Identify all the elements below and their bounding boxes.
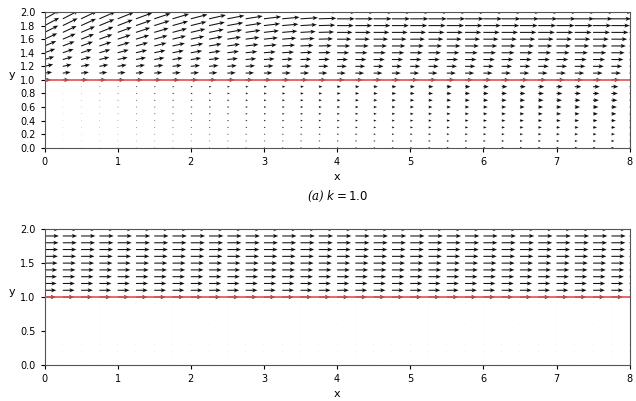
Text: (a) $k = 1.0$: (a) $k = 1.0$ xyxy=(307,188,368,204)
Y-axis label: y: y xyxy=(8,70,15,80)
Y-axis label: y: y xyxy=(8,287,15,297)
X-axis label: x: x xyxy=(334,389,340,399)
X-axis label: x: x xyxy=(334,172,340,182)
